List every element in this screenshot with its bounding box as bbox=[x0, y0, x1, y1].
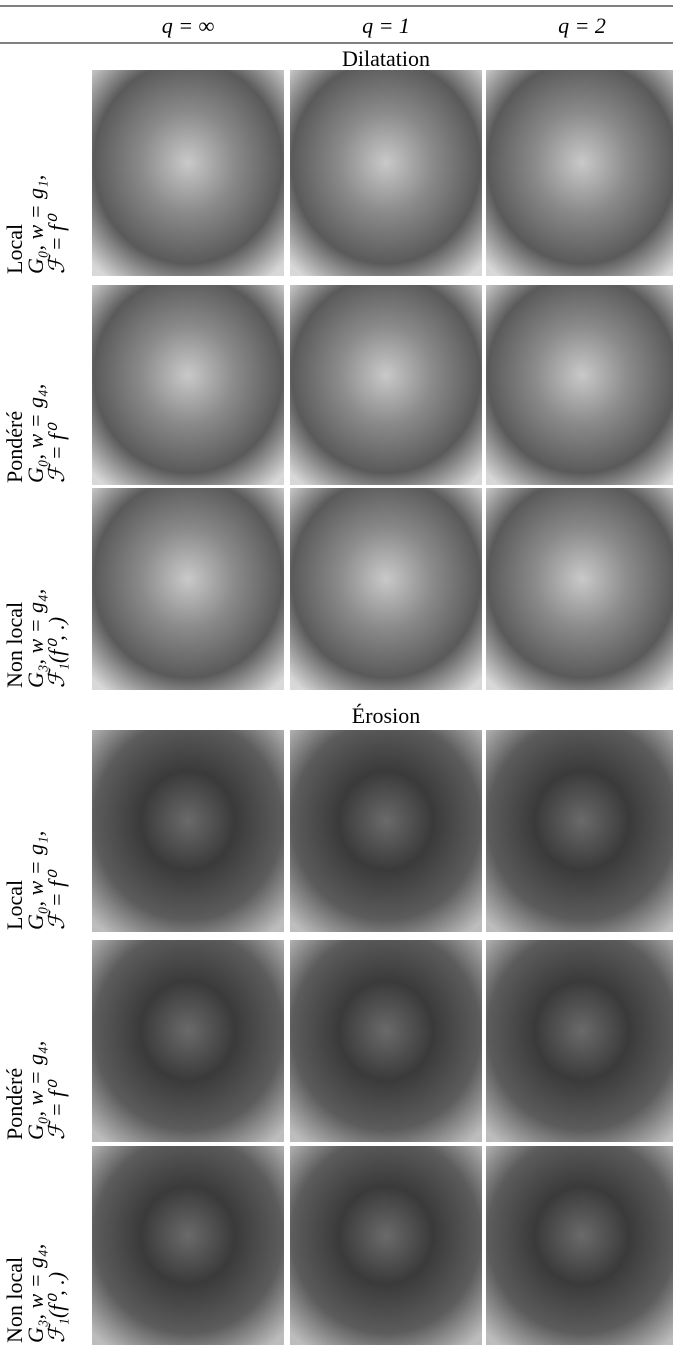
column-header: q = 2 bbox=[558, 13, 606, 38]
row-label: G₀, w = g₁, bbox=[23, 175, 48, 274]
row-label: Local bbox=[2, 224, 27, 274]
column-header: q = 1 bbox=[362, 13, 410, 38]
result-image bbox=[290, 730, 482, 932]
result-image bbox=[290, 70, 482, 276]
row-label: ℱ = f⁰ bbox=[44, 422, 69, 483]
result-image bbox=[92, 70, 284, 276]
row-label: G₃, w = g₄, bbox=[23, 589, 48, 688]
row-label: ℱ₁(f⁰, .) bbox=[44, 617, 69, 688]
result-image bbox=[92, 730, 284, 932]
row-label: G₀, w = g₁, bbox=[23, 831, 48, 930]
result-image bbox=[486, 285, 673, 485]
result-image bbox=[486, 1146, 673, 1345]
result-image bbox=[92, 488, 284, 690]
row-label: Non local bbox=[2, 602, 27, 688]
row-label: Local bbox=[2, 880, 27, 930]
result-image bbox=[486, 730, 673, 932]
result-image bbox=[290, 488, 482, 690]
section-title: Érosion bbox=[352, 703, 420, 728]
row-label: Pondéré bbox=[2, 411, 27, 483]
row-label: Non local bbox=[2, 1257, 27, 1343]
result-image bbox=[486, 488, 673, 690]
result-image bbox=[486, 940, 673, 1142]
result-image bbox=[92, 285, 284, 485]
row-label: ℱ = f⁰ bbox=[44, 869, 69, 930]
row-label: ℱ = f⁰ bbox=[44, 213, 69, 274]
result-image bbox=[290, 285, 482, 485]
column-header: q = ∞ bbox=[162, 13, 215, 38]
row-label: ℱ₁(f⁰, .) bbox=[44, 1272, 69, 1343]
row-label: G₀, w = g₄, bbox=[23, 384, 48, 483]
row-label: G₃, w = g₄, bbox=[23, 1244, 48, 1343]
row-label: G₀, w = g₄, bbox=[23, 1041, 48, 1140]
section-title: Dilatation bbox=[342, 46, 430, 71]
result-image bbox=[92, 940, 284, 1142]
row-label: ℱ = f⁰ bbox=[44, 1079, 69, 1140]
result-image bbox=[92, 1146, 284, 1345]
result-image bbox=[290, 940, 482, 1142]
result-image bbox=[486, 70, 673, 276]
row-label: Pondéré bbox=[2, 1068, 27, 1140]
result-image bbox=[290, 1146, 482, 1345]
